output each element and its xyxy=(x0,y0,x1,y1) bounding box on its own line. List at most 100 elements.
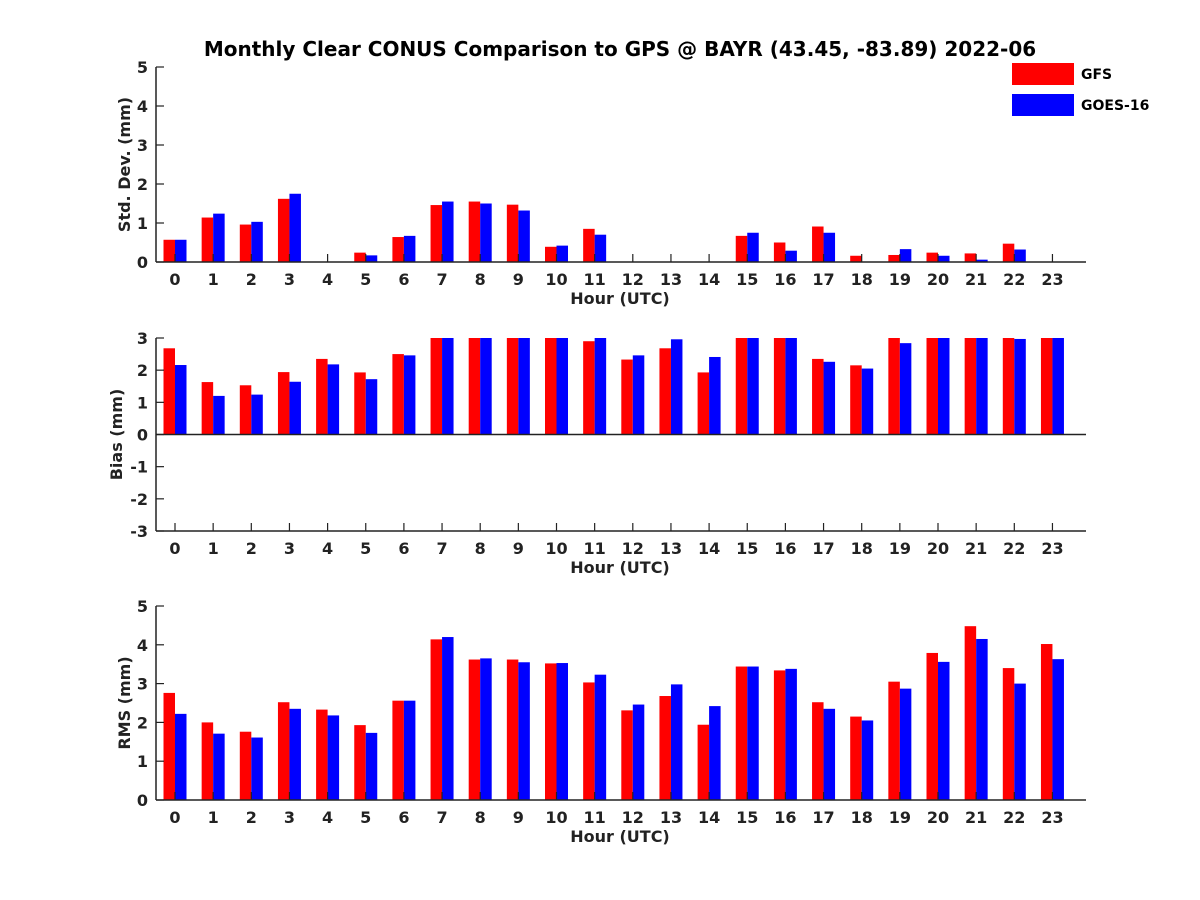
x-tick-label: 8 xyxy=(475,270,486,289)
x-tick-label: 15 xyxy=(736,539,758,558)
bar-gfs-hour-16 xyxy=(773,338,786,435)
bar-gfs-hour-20 xyxy=(926,252,938,262)
x-tick-label: 0 xyxy=(169,270,180,289)
bar-gfs-hour-6 xyxy=(392,237,404,262)
bar-gfs-hour-20 xyxy=(926,652,938,800)
bar-gfs-hour-22 xyxy=(1002,668,1015,800)
x-tick-label: 23 xyxy=(1041,539,1063,558)
bar-goes-16-hour-1 xyxy=(213,733,225,800)
bar-goes-16-hour-6 xyxy=(403,235,416,262)
legend: GFS GOES-16 xyxy=(1012,63,1149,116)
x-tick-label: 18 xyxy=(851,270,873,289)
bar-gfs-hour-19 xyxy=(888,338,900,435)
bar-goes-16-hour-7 xyxy=(442,201,454,262)
x-tick-label: 6 xyxy=(398,808,409,827)
bar-gfs-hour-10 xyxy=(545,338,557,435)
y-tick-label: -2 xyxy=(130,490,148,509)
bar-gfs-hour-19 xyxy=(888,254,900,262)
x-tick-label: 21 xyxy=(965,270,987,289)
bar-gfs-hour-13 xyxy=(659,696,671,800)
bar-goes-16-hour-22 xyxy=(1014,338,1026,435)
bar-goes-16-hour-0 xyxy=(175,239,187,262)
x-tick-label: 19 xyxy=(889,270,911,289)
bar-goes-16-hour-3 xyxy=(289,381,301,435)
bar-goes-16-hour-8 xyxy=(480,658,492,800)
bar-gfs-hour-3 xyxy=(277,198,290,262)
bar-goes-16-hour-17 xyxy=(823,361,836,435)
bar-goes-16-hour-22 xyxy=(1014,249,1026,262)
bar-goes-16-hour-12 xyxy=(632,704,645,800)
bar-goes-16-hour-2 xyxy=(251,737,263,800)
bar-gfs-hour-10 xyxy=(545,663,557,800)
x-tick-label: 0 xyxy=(169,539,180,558)
bar-gfs-hour-2 xyxy=(239,731,252,800)
bar-gfs-hour-16 xyxy=(773,670,786,800)
x-tick-label: 23 xyxy=(1041,808,1063,827)
bar-goes-16-hour-20 xyxy=(938,338,950,435)
legend-swatch-goes-16 xyxy=(1012,94,1074,116)
bar-gfs-hour-12 xyxy=(621,359,633,435)
bar-gfs-hour-14 xyxy=(697,372,710,435)
y-tick-label: 4 xyxy=(137,97,148,116)
x-tick-label: 20 xyxy=(927,808,949,827)
x-tick-label: 14 xyxy=(698,539,720,558)
bar-goes-16-hour-13 xyxy=(670,339,683,435)
x-tick-label: 15 xyxy=(736,808,758,827)
bar-goes-16-hour-10 xyxy=(556,245,568,262)
bar-gfs-hour-0 xyxy=(163,692,175,800)
x-tick-label: 21 xyxy=(965,539,987,558)
bar-gfs-hour-1 xyxy=(201,217,214,262)
x-axis-label: Hour (UTC) xyxy=(570,289,670,308)
x-tick-label: 1 xyxy=(208,539,219,558)
bar-gfs-hour-7 xyxy=(430,639,443,800)
x-tick-label: 7 xyxy=(436,808,447,827)
x-tick-label: 5 xyxy=(360,270,371,289)
bar-gfs-hour-11 xyxy=(583,682,595,800)
y-tick-label: -1 xyxy=(130,458,148,477)
bar-goes-16-hour-9 xyxy=(518,662,530,800)
bar-gfs-hour-15 xyxy=(735,235,748,262)
bar-goes-16-hour-17 xyxy=(823,232,836,262)
bar-gfs-hour-16 xyxy=(773,242,786,262)
bar-goes-16-hour-2 xyxy=(251,394,263,435)
bar-goes-16-hour-3 xyxy=(289,708,301,800)
bar-goes-16-hour-17 xyxy=(823,708,836,800)
bar-gfs-hour-12 xyxy=(621,710,633,800)
x-tick-label: 6 xyxy=(398,539,409,558)
bar-goes-16-hour-23 xyxy=(1052,338,1064,435)
bars xyxy=(163,338,1064,435)
bar-goes-16-hour-11 xyxy=(594,674,607,800)
y-tick-label: 1 xyxy=(137,214,148,233)
bars xyxy=(163,193,1064,262)
x-tick-label: 0 xyxy=(169,808,180,827)
bar-goes-16-hour-1 xyxy=(213,213,225,262)
x-tick-label: 11 xyxy=(584,270,606,289)
x-tick-label: 18 xyxy=(851,808,873,827)
bar-gfs-hour-21 xyxy=(964,253,977,262)
bar-gfs-hour-15 xyxy=(735,666,748,800)
x-tick-label: 14 xyxy=(698,808,720,827)
legend-swatch-gfs xyxy=(1012,63,1074,85)
bar-gfs-hour-7 xyxy=(430,205,443,262)
bar-goes-16-hour-4 xyxy=(327,364,340,435)
x-tick-label: 10 xyxy=(545,808,567,827)
y-tick-label: 0 xyxy=(137,426,148,445)
x-tick-label: 3 xyxy=(284,539,295,558)
bar-gfs-hour-9 xyxy=(506,338,519,435)
bar-gfs-hour-8 xyxy=(468,201,481,262)
x-tick-label: 11 xyxy=(584,539,606,558)
x-tick-label: 4 xyxy=(322,539,333,558)
y-tick-label: 1 xyxy=(137,752,148,771)
bar-goes-16-hour-5 xyxy=(365,379,378,435)
x-tick-label: 6 xyxy=(398,270,409,289)
bar-goes-16-hour-0 xyxy=(175,713,187,800)
bar-goes-16-hour-8 xyxy=(480,338,492,435)
y-tick-label: 2 xyxy=(137,175,148,194)
x-tick-label: 9 xyxy=(513,808,524,827)
y-tick-label: 2 xyxy=(137,361,148,380)
x-tick-label: 22 xyxy=(1003,539,1025,558)
bar-goes-16-hour-14 xyxy=(709,356,721,435)
bar-gfs-hour-5 xyxy=(354,725,366,800)
bar-gfs-hour-3 xyxy=(277,372,290,435)
y-tick-label: 5 xyxy=(137,58,148,77)
